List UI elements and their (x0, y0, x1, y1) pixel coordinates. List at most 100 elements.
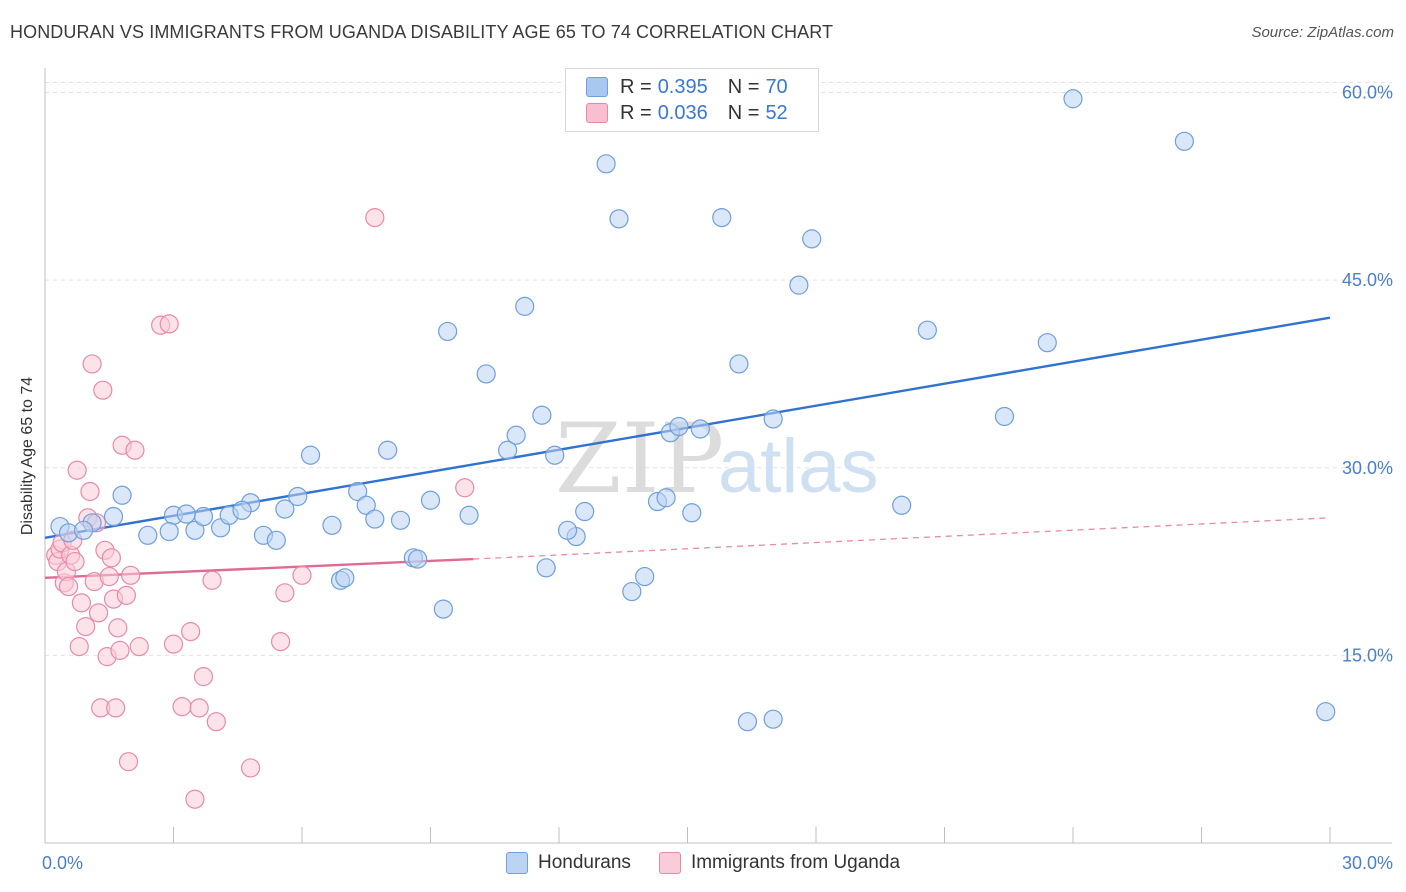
point-uganda (88, 603, 109, 623)
stats-legend: R = 0.395 N = 70 R = 0.036 N = 52 (565, 68, 819, 132)
point-hondurans (420, 490, 441, 510)
legend-swatch-uganda (586, 103, 608, 123)
point-hondurans (712, 207, 732, 228)
point-hondurans (275, 499, 295, 519)
point-uganda (93, 380, 113, 400)
point-hondurans (763, 409, 783, 429)
point-hondurans (656, 488, 676, 508)
point-hondurans (729, 354, 749, 374)
x-tick-label: 30.0% (1342, 853, 1393, 873)
legend-r-value: 0.036 (657, 101, 708, 124)
y-tick-label: 30.0% (1342, 458, 1393, 478)
point-hondurans (112, 485, 132, 505)
legend-row-hondurans: R = 0.395 N = 70 (586, 75, 788, 99)
point-hondurans (232, 500, 252, 520)
data-points (46, 89, 1336, 809)
point-hondurans (193, 506, 214, 527)
legend-n-value: 52 (765, 101, 788, 124)
point-hondurans (390, 510, 411, 530)
point-hondurans (1316, 702, 1336, 722)
point-uganda (67, 460, 87, 480)
legend-row-uganda: R = 0.036 N = 52 (586, 101, 788, 125)
point-uganda (69, 637, 89, 657)
point-uganda (270, 632, 291, 652)
legend-label-uganda: Immigrants from Uganda (690, 852, 901, 873)
point-hondurans (575, 501, 595, 522)
point-hondurans (596, 154, 616, 174)
x-tick-labels: 0.0% 30.0% (42, 853, 1393, 873)
point-hondurans (433, 599, 453, 619)
legend-n-label: N = (727, 75, 760, 98)
point-uganda (71, 593, 92, 613)
point-uganda (193, 667, 214, 687)
point-hondurans (288, 486, 308, 507)
point-uganda (129, 637, 149, 657)
point-hondurans (378, 440, 398, 460)
point-hondurans (408, 549, 428, 569)
point-hondurans (789, 275, 809, 295)
point-uganda (206, 712, 226, 732)
point-uganda (241, 758, 261, 778)
legend-r-label: R = (620, 75, 652, 98)
point-hondurans (356, 495, 376, 515)
point-uganda (185, 789, 205, 809)
legend-label-hondurans: Hondurans (537, 852, 631, 873)
point-hondurans (802, 229, 822, 249)
point-uganda (121, 565, 141, 585)
point-hondurans (335, 568, 355, 588)
point-hondurans (1037, 333, 1057, 353)
chart-title: HONDURAN VS IMMIGRANTS FROM UGANDA DISAB… (10, 22, 834, 42)
point-hondurans (476, 364, 496, 384)
point-hondurans (622, 581, 642, 602)
point-uganda (82, 354, 102, 374)
point-uganda (76, 617, 96, 637)
x-tick-label: 0.0% (42, 853, 83, 873)
point-hondurans (300, 445, 321, 465)
y-tick-label: 45.0% (1342, 270, 1393, 290)
point-uganda (455, 478, 475, 498)
trend-line-uganda-dashed (473, 517, 1331, 560)
point-hondurans (138, 525, 158, 545)
point-hondurans (545, 445, 565, 465)
watermark: ZIP atlas (555, 403, 879, 515)
point-hondurans (498, 440, 518, 460)
point-hondurans (159, 521, 179, 542)
point-hondurans (669, 416, 689, 437)
point-hondurans (266, 530, 286, 550)
point-hondurans (176, 504, 196, 524)
point-uganda (202, 570, 222, 590)
point-uganda (125, 440, 145, 460)
legend-swatch-hondurans (586, 77, 608, 97)
point-uganda (65, 551, 85, 572)
legend-item-hondurans: Hondurans (505, 852, 631, 874)
point-hondurans (1174, 131, 1194, 151)
legend-r-label: R = (620, 101, 652, 124)
y-tick-labels: 15.0% 30.0% 45.0% 60.0% (1342, 83, 1393, 666)
point-hondurans (185, 520, 205, 540)
chart-source: Source: ZipAtlas.com (1251, 24, 1394, 41)
point-hondurans (635, 566, 655, 587)
legend-swatch-uganda (658, 852, 681, 874)
point-hondurans (682, 503, 702, 523)
point-hondurans (557, 520, 578, 540)
legend-swatch-hondurans (505, 852, 528, 874)
legend-r-value: 0.395 (657, 75, 708, 98)
legend-item-uganda: Immigrants from Uganda (658, 852, 901, 874)
series-legend: Hondurans Immigrants from Uganda (0, 852, 1406, 874)
point-hondurans (438, 321, 458, 342)
point-uganda (163, 634, 184, 654)
point-hondurans (506, 425, 526, 445)
point-hondurans (532, 405, 552, 425)
y-axis-label: Disability Age 65 to 74 (19, 377, 36, 535)
point-uganda (189, 698, 209, 718)
point-uganda (292, 565, 312, 585)
point-hondurans (459, 505, 479, 525)
point-hondurans (322, 515, 342, 535)
point-uganda (116, 585, 136, 605)
point-uganda (118, 752, 139, 772)
point-hondurans (515, 296, 535, 316)
point-hondurans (763, 709, 783, 729)
point-uganda (58, 576, 79, 597)
y-tick-label: 60.0% (1342, 83, 1393, 103)
